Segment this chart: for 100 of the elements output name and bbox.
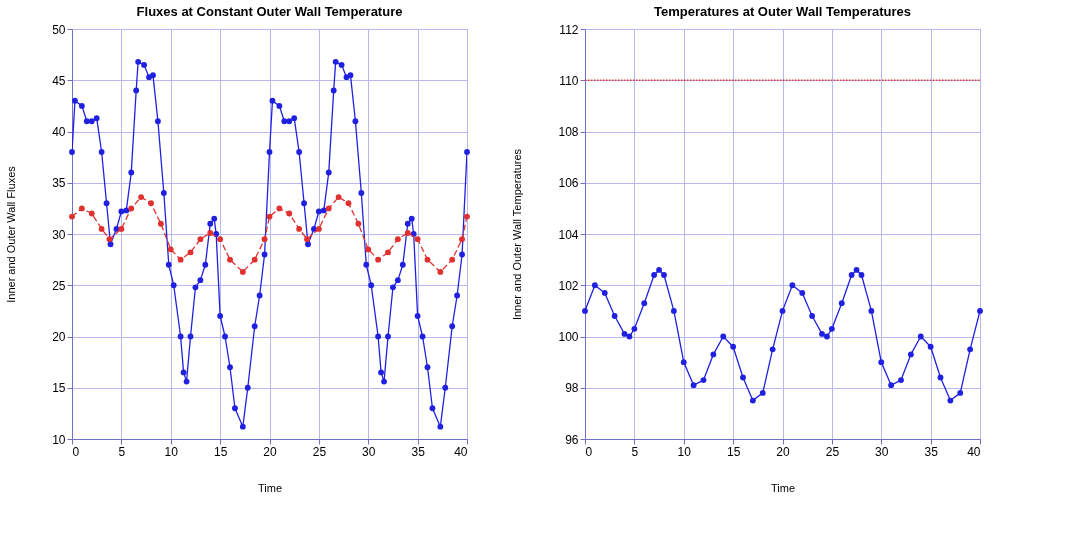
y-tick-label: 40 [52,125,66,139]
point [656,266,662,273]
y-tick-label: 110 [559,73,579,88]
point [848,272,855,278]
point [157,220,164,227]
point [266,213,273,220]
x-tick-label: 10 [677,444,692,459]
point [437,269,444,275]
point [898,377,904,383]
x-tick-label: 20 [776,444,790,459]
x-tick-label: 0 [72,444,80,459]
point [710,351,717,358]
point [177,256,184,263]
point [720,333,727,340]
y-tick-label: 25 [52,278,66,293]
point [740,374,746,381]
point [626,333,633,340]
x-tick-label: 30 [362,444,376,459]
y-tick-label: 35 [52,176,66,191]
x-tick-label: 40 [967,444,981,459]
point [167,246,174,253]
point [977,307,983,314]
point [394,236,401,243]
point [88,210,95,217]
point [98,225,105,232]
point [138,194,145,201]
x-tick-label: 25 [825,444,840,459]
point [315,225,322,232]
x-tick-label: 5 [118,444,126,459]
chart-title: Fluxes at Constant Outer Wall Temperature [136,4,403,19]
y-tick-label: 102 [558,278,579,293]
y-tick-label: 20 [52,330,66,344]
point [424,256,431,263]
point [601,290,608,296]
x-axis-title: Time [770,481,796,494]
point [730,343,737,350]
x-tick-label: 40 [454,444,468,459]
y-tick-label: 45 [52,73,66,88]
point [799,290,806,296]
point [779,307,786,314]
point [670,307,677,314]
point [251,256,258,263]
point [927,343,934,350]
point [621,331,628,337]
x-tick-label: 30 [875,444,889,459]
point [227,256,233,263]
point [404,230,411,236]
point [661,272,667,278]
point [789,282,796,289]
point [582,307,588,314]
point [449,256,456,263]
point [838,300,845,307]
point [187,249,194,256]
y-tick-label: 10 [52,432,66,447]
x-tick-label: 15 [213,444,228,459]
point [937,374,944,381]
point [128,205,135,212]
point [78,205,85,212]
point [148,200,154,207]
point [335,194,342,201]
point [631,325,638,332]
point [611,313,618,319]
point [853,266,860,273]
point [828,325,835,332]
point [680,359,687,366]
point [207,230,214,236]
point [700,377,707,383]
point [414,236,421,243]
point [641,300,648,307]
x-tick-label: 5 [631,444,639,459]
point [591,282,598,289]
x-tick-label: 15 [726,444,741,459]
y-tick-label: 100 [558,330,579,344]
point [375,256,382,263]
chart-title: Temperatures at Outer Wall Temperatures [654,4,911,19]
x-tick-label: 10 [164,444,179,459]
point [464,213,470,220]
point [459,236,465,243]
point [888,382,895,389]
y-tick-label: 108 [558,125,579,139]
point [690,382,697,389]
point [759,389,766,396]
point [967,346,974,353]
y-tick-label: 96 [565,432,579,447]
point [819,331,825,337]
x-tick-label: 25 [312,444,327,459]
point [239,269,246,275]
point [651,272,658,278]
point [217,236,224,243]
y-tick-label: 15 [52,381,66,396]
point [296,225,303,232]
y-tick-label: 112 [559,22,579,37]
point [907,351,914,358]
point [106,236,113,243]
x-tick-label: 20 [263,444,277,459]
y-tick-label: 106 [558,176,579,191]
point [355,220,362,227]
point [878,359,885,366]
x-axis-title: Time [257,481,283,494]
point [957,389,964,396]
